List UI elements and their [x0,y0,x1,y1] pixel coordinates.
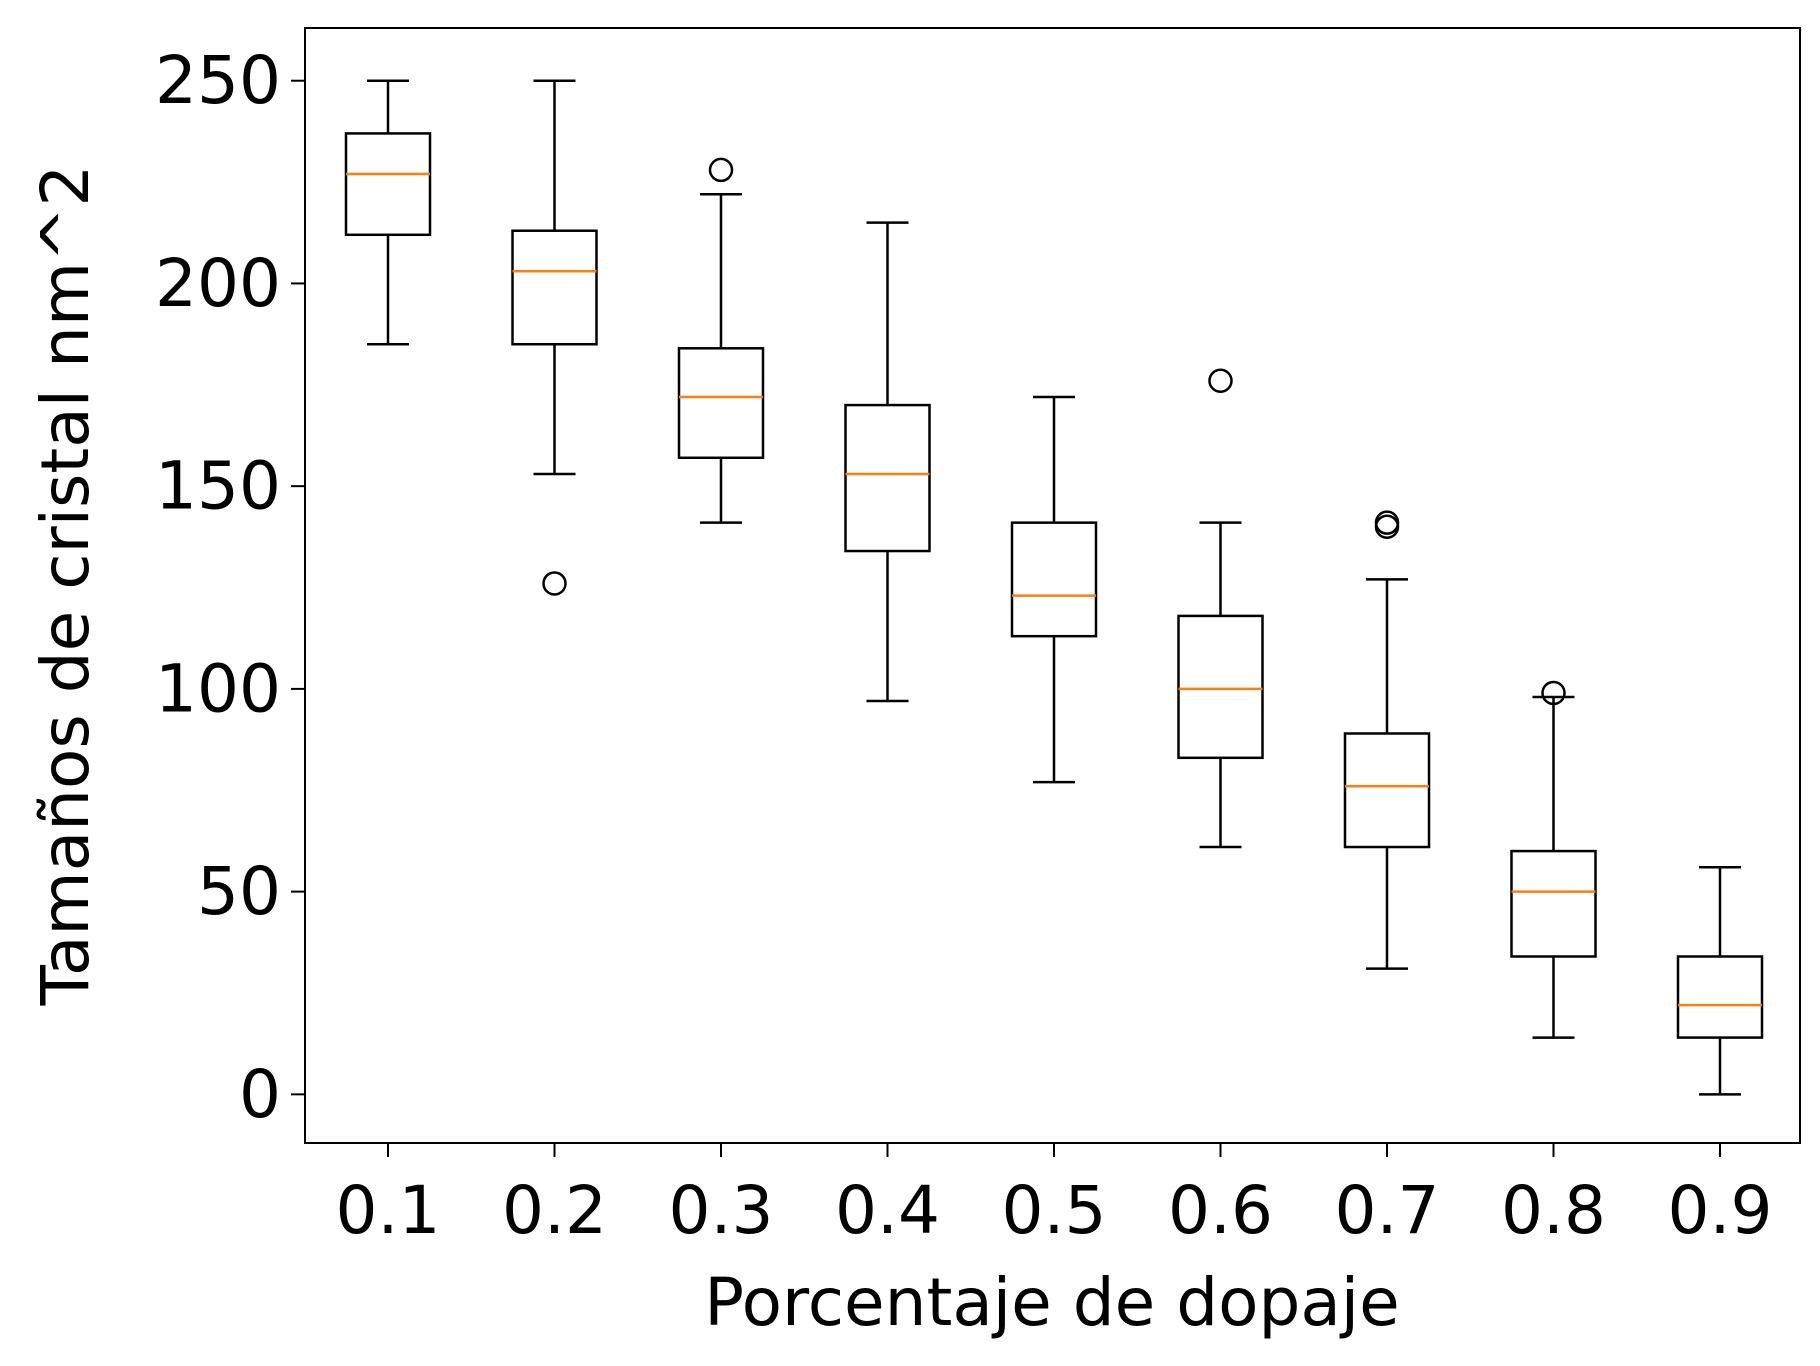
box-group [844,221,931,703]
box-group [1676,866,1764,1096]
x-tick-label: 0.6 [1168,1172,1273,1249]
box [844,403,931,553]
box-group [1343,510,1431,970]
outlier-point [542,571,567,596]
x-tick-label: 0.7 [1335,1172,1440,1249]
x-tick-label: 0.1 [336,1172,441,1249]
y-axis: 0 50 100 150 200 250 [155,42,305,1133]
x-tick-label: 0.9 [1668,1172,1773,1249]
outlier-point [1541,680,1566,706]
y-tick-label: 0 [239,1056,281,1133]
box [1676,955,1764,1039]
x-axis: 0.1 0.2 0.3 0.4 0.5 0.6 0.7 0.8 0.9 [336,1143,1773,1249]
y-tick-label: 100 [155,650,281,727]
box-group [1510,680,1597,1039]
box-group [677,157,765,524]
x-axis-label: Porcentaje de dopaje [704,1264,1400,1341]
box-group [344,79,432,346]
x-tick-label: 0.8 [1501,1172,1606,1249]
outlier-point [1208,368,1233,393]
box [1343,732,1431,849]
outlier-point [1374,510,1400,535]
box-group [511,79,598,596]
box [1177,614,1264,760]
box [1010,521,1098,638]
x-tick-label: 0.4 [835,1172,940,1249]
plot-area [304,27,1801,1144]
x-tick-label: 0.2 [502,1172,607,1249]
x-tick-label: 0.5 [1002,1172,1107,1249]
y-tick-label: 200 [155,245,281,322]
box-group [1177,368,1264,849]
y-axis-label: Tamaños de cristal nm^2 [27,165,104,1007]
y-tick-label: 50 [197,853,281,930]
chart-marks [344,79,1764,1096]
box [511,229,598,346]
y-tick-label: 250 [155,42,281,119]
x-tick-label: 0.3 [669,1172,774,1249]
box [677,347,765,460]
box [344,132,432,237]
box-group [1010,395,1098,784]
box [1510,849,1597,958]
outlier-point [708,157,734,183]
y-tick-label: 150 [155,448,281,525]
